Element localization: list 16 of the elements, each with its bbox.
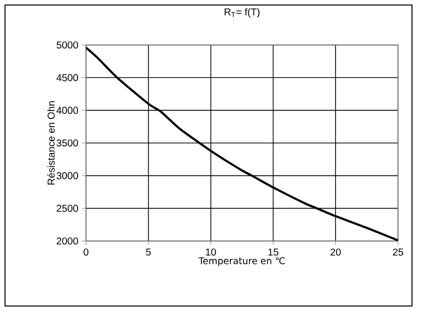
x-tick-label: 20 bbox=[330, 248, 341, 256]
x-tick-label: 10 bbox=[206, 248, 216, 256]
x-tick-label: 0 bbox=[84, 248, 88, 256]
chart-title: R$_{T}$= f(T) bbox=[224, 8, 260, 18]
x-tick-label: 15 bbox=[268, 248, 278, 256]
y-tick-label: 2000 bbox=[56, 237, 78, 245]
x-tick-label: 5 bbox=[146, 248, 151, 256]
x-tick-label: 25 bbox=[392, 248, 404, 256]
y-tick-label: 4500 bbox=[56, 74, 78, 82]
y-tick-label: 5000 bbox=[56, 41, 78, 49]
y-tick-label: 4000 bbox=[56, 106, 78, 114]
y-axis-title: Résistance en Ohn bbox=[47, 101, 55, 185]
y-tick-label: 3000 bbox=[56, 172, 78, 180]
y-tick-label: 3500 bbox=[56, 139, 78, 147]
x-axis-title: Temperature en ℃ bbox=[198, 257, 285, 266]
y-tick-label: 2500 bbox=[56, 204, 78, 212]
